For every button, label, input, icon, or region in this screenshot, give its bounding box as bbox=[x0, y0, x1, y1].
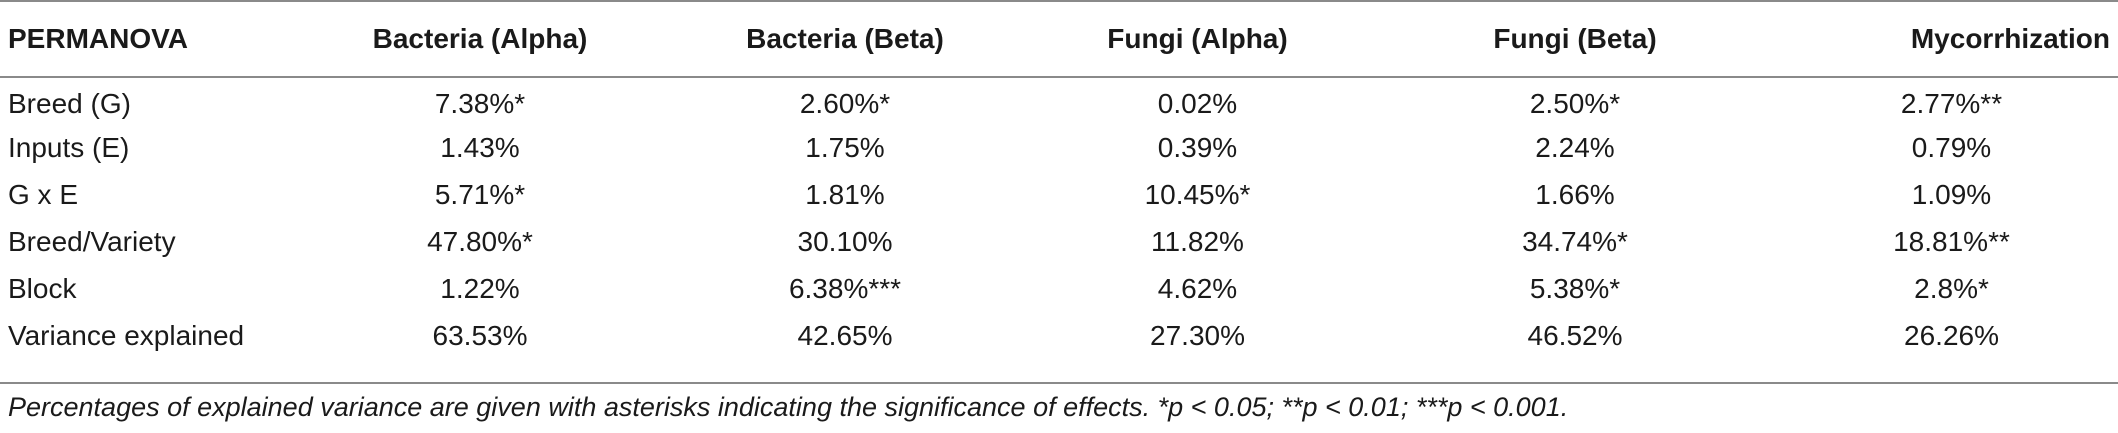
permanova-table: PERMANOVA Bacteria (Alpha) Bacteria (Bet… bbox=[0, 1, 2118, 359]
column-header: Bacteria (Beta) bbox=[746, 23, 944, 54]
table-cell: 1.75% bbox=[805, 131, 885, 163]
table-cell: 63.53% bbox=[432, 319, 528, 351]
row-label: Inputs (E) bbox=[8, 131, 130, 163]
table-cell: 4.62% bbox=[1157, 272, 1238, 304]
table-cell: 46.52% bbox=[1527, 319, 1623, 351]
table-cell: 1.66% bbox=[1535, 178, 1615, 210]
table-cell: 2.8%* bbox=[1914, 272, 1989, 304]
table-row: Variance explained 63.53% 42.65% 27.30% … bbox=[0, 312, 2118, 359]
table-cell: 11.82% bbox=[1151, 225, 1244, 257]
table-row: Breed/Variety 47.80%* 30.10% 11.82% 34.7… bbox=[0, 218, 2118, 265]
table-cell: 1.81% bbox=[805, 178, 885, 210]
header-row: PERMANOVA Bacteria (Alpha) Bacteria (Bet… bbox=[0, 1, 2118, 77]
table-cell: 47.80%* bbox=[427, 225, 533, 257]
table-cell: 27.30% bbox=[1150, 319, 1245, 351]
row-label: G x E bbox=[8, 178, 79, 210]
table-cell: 7.38%* bbox=[434, 88, 526, 119]
table-cell: 26.26% bbox=[1904, 319, 1999, 351]
table-cell: 5.38%* bbox=[1529, 272, 1621, 304]
row-label: Breed/Variety bbox=[8, 225, 176, 257]
row-label: Breed (G) bbox=[8, 88, 131, 119]
table-bottom-rule bbox=[0, 382, 2118, 384]
table-row: Block 1.22% 6.38%*** 4.62% 5.38%* 2.8%* bbox=[0, 265, 2118, 312]
row-label: Variance explained bbox=[8, 319, 245, 351]
table-cell: 2.77%** bbox=[1900, 88, 2003, 119]
table-cell: 0.39% bbox=[1157, 131, 1238, 163]
table-cell: 0.02% bbox=[1157, 88, 1238, 119]
table-cell: 5.71%* bbox=[434, 178, 526, 210]
column-header: Mycorrhization bbox=[1910, 23, 2110, 54]
table-cell: 10.45%* bbox=[1144, 178, 1251, 210]
table-cell: 1.43% bbox=[440, 131, 520, 163]
table-cell: 6.38%*** bbox=[788, 272, 902, 304]
table-cell: 1.22% bbox=[440, 272, 520, 304]
table-body: Breed (G) 7.38%* 2.60%* 0.02% 2.50%* 2.7… bbox=[0, 77, 2118, 359]
table-cell: 1.09% bbox=[1911, 178, 1992, 210]
column-header: PERMANOVA bbox=[8, 23, 188, 54]
table-cell: 0.79% bbox=[1911, 131, 1992, 163]
table-cell: 2.24% bbox=[1535, 131, 1615, 163]
table-cell: 34.74%* bbox=[1522, 225, 1628, 257]
table-cell: 2.60%* bbox=[799, 88, 891, 119]
table-cell: 30.10% bbox=[797, 225, 893, 257]
table-header: PERMANOVA Bacteria (Alpha) Bacteria (Bet… bbox=[0, 1, 2118, 77]
table-cell: 42.65% bbox=[797, 319, 893, 351]
table-cell: 18.81%** bbox=[1893, 225, 2010, 257]
table-row: Inputs (E) 1.43% 1.75% 0.39% 2.24% 0.79% bbox=[0, 124, 2118, 171]
table-row: G x E 5.71%* 1.81% 10.45%* 1.66% 1.09% bbox=[0, 171, 2118, 218]
table-row: Breed (G) 7.38%* 2.60%* 0.02% 2.50%* 2.7… bbox=[0, 77, 2118, 124]
column-header: Fungi (Beta) bbox=[1493, 23, 1657, 54]
column-header: Bacteria (Alpha) bbox=[372, 23, 588, 54]
table-footnote: Percentages of explained variance are gi… bbox=[8, 392, 1569, 422]
column-header: Fungi (Alpha) bbox=[1107, 23, 1288, 54]
row-label: Block bbox=[8, 272, 77, 304]
table-cell: 2.50%* bbox=[1529, 88, 1621, 119]
